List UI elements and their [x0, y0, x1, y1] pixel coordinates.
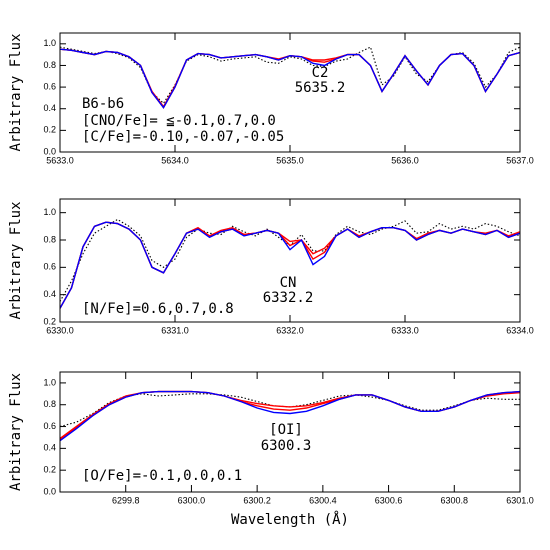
- x-tick-label: 6334.0: [506, 325, 534, 335]
- plot-frame: [59, 371, 521, 493]
- x-tick-label: 6300.6: [375, 495, 403, 505]
- y-tick-label: 0.8: [43, 234, 56, 244]
- y-tick-label: 0.8: [43, 399, 56, 409]
- y-tick-label: 1.0: [43, 377, 56, 387]
- y-axis-label: Arbitrary Flux: [8, 33, 24, 151]
- x-tick-label: 6300.8: [441, 495, 469, 505]
- x-tick-label: 6300.0: [178, 495, 206, 505]
- annotation: [CNO/Fe]= ≦-0.1,0.7,0.0: [82, 113, 276, 129]
- y-tick-label: 0.4: [43, 443, 56, 453]
- x-tick-label: 6300.4: [309, 495, 337, 505]
- spectrum-line: [60, 221, 520, 309]
- x-tick-label: 6332.0: [276, 325, 304, 335]
- x-tick-label: 6300.2: [243, 495, 271, 505]
- x-tick-label: 5634.0: [161, 155, 189, 165]
- y-tick-label: 0.4: [43, 289, 56, 299]
- x-tick-label: 6301.0: [506, 495, 534, 505]
- annotation: [O/Fe]=-0.1,0.0,0.1: [82, 468, 242, 484]
- y-tick-label: 0.8: [43, 60, 56, 70]
- annotation: 5635.2: [295, 80, 346, 96]
- y-axis-label: Arbitrary Flux: [8, 373, 24, 491]
- y-tick-label: 0.6: [43, 262, 56, 272]
- x-tick-label: 5636.0: [391, 155, 419, 165]
- annotation: CN: [280, 275, 297, 291]
- x-tick-label: 5633.0: [46, 155, 74, 165]
- y-tick-label: 1.0: [43, 38, 56, 48]
- y-tick-label: 0.0: [43, 486, 56, 496]
- annotation: 6332.2: [263, 290, 314, 306]
- x-axis-label: Wavelength (Å): [231, 511, 349, 528]
- y-tick-label: 0.4: [43, 103, 56, 113]
- plot-frame: [59, 32, 521, 153]
- y-tick-label: 0.2: [43, 465, 56, 475]
- x-tick-label: 6333.0: [391, 325, 419, 335]
- y-tick-label: 0.2: [43, 125, 56, 135]
- y-axis-label: Arbitrary Flux: [8, 201, 24, 319]
- y-tick-label: 0.6: [43, 81, 56, 91]
- y-tick-label: 0.0: [43, 146, 56, 156]
- x-tick-label: 6330.0: [46, 325, 74, 335]
- y-tick-label: 1.0: [43, 207, 56, 217]
- annotation: [N/Fe]=0.6,0.7,0.8: [82, 301, 234, 317]
- x-tick-label: 5635.0: [276, 155, 304, 165]
- spectrum-line: [60, 390, 520, 442]
- x-tick-label: 6299.8: [112, 495, 140, 505]
- y-tick-label: 0.2: [43, 316, 56, 326]
- annotation: 6300.3: [261, 438, 312, 454]
- y-tick-label: 0.6: [43, 421, 56, 431]
- annotation: C2: [312, 65, 329, 81]
- spectrum-line: [60, 46, 520, 105]
- x-tick-label: 6331.0: [161, 325, 189, 335]
- x-tick-label: 5637.0: [506, 155, 534, 165]
- annotation: B6-b6: [82, 96, 124, 112]
- plot-frame: [59, 198, 521, 323]
- annotation: [C/Fe]=-0.10,-0.07,-0.05: [82, 129, 284, 145]
- annotation: [OI]: [269, 422, 303, 438]
- spectrum-line: [60, 48, 520, 109]
